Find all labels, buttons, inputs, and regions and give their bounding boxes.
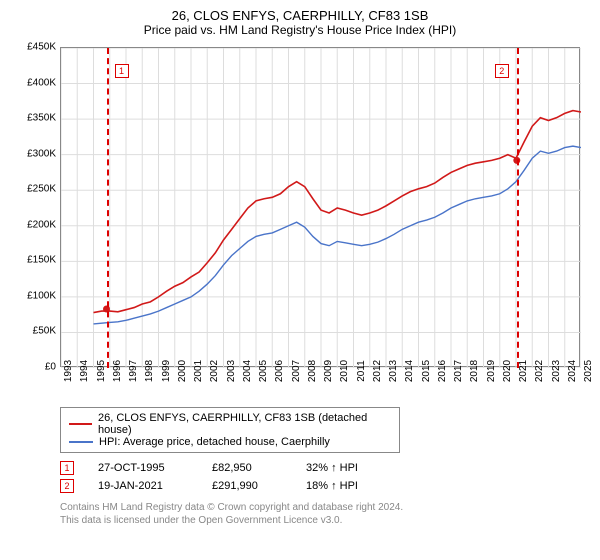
marker-dash: [107, 48, 109, 368]
x-axis-label: 2023: [551, 360, 562, 382]
legend-label: HPI: Average price, detached house, Caer…: [99, 436, 330, 448]
x-axis-label: 2021: [518, 360, 529, 382]
x-axis-label: 2007: [291, 360, 302, 382]
chart-area: £0 £50K £100K £150K £200K £250K £300K £350K £400…: [12, 43, 588, 403]
y-axis-label: £100K: [27, 290, 56, 301]
legend: 26, CLOS ENFYS, CAERPHILLY, CF83 1SB (de…: [60, 407, 400, 453]
chart-title: 26, CLOS ENFYS, CAERPHILLY, CF83 1SB: [12, 8, 588, 23]
x-axis-label: 2000: [177, 360, 188, 382]
y-axis-label: £350K: [27, 113, 56, 124]
x-axis-label: 1994: [79, 360, 90, 382]
plot-region: 12: [60, 47, 580, 367]
y-axis-label: £450K: [27, 42, 56, 53]
marker-price: £291,990: [212, 480, 282, 492]
x-axis-label: 2024: [567, 360, 578, 382]
x-axis-label: 2022: [534, 360, 545, 382]
y-axis-label: £50K: [33, 326, 56, 337]
x-axis-label: 2025: [583, 360, 594, 382]
x-axis-label: 2013: [388, 360, 399, 382]
x-axis-label: 2009: [323, 360, 334, 382]
marker-delta: 18% ↑ HPI: [306, 480, 358, 492]
x-axis-label: 2019: [486, 360, 497, 382]
marker-table: 1 27-OCT-1995 £82,950 32% ↑ HPI 2 19-JAN…: [60, 459, 588, 495]
x-axis-label: 2008: [307, 360, 318, 382]
x-axis-label: 2010: [339, 360, 350, 382]
marker-plot-badge: 2: [495, 64, 509, 78]
chart-subtitle: Price paid vs. HM Land Registry's House …: [12, 23, 588, 37]
x-axis-label: 2015: [421, 360, 432, 382]
x-axis-label: 2002: [209, 360, 220, 382]
marker-dash: [517, 48, 519, 368]
x-axis-label: 1999: [161, 360, 172, 382]
x-axis-label: 2012: [372, 360, 383, 382]
marker-badge-2: 2: [60, 479, 74, 493]
marker-date: 27-OCT-1995: [98, 462, 188, 474]
y-axis-label: £300K: [27, 148, 56, 159]
legend-swatch: [69, 441, 93, 443]
footer-attribution: Contains HM Land Registry data © Crown c…: [60, 501, 588, 527]
y-axis-label: £250K: [27, 184, 56, 195]
x-axis-label: 2014: [404, 360, 415, 382]
y-axis-label: £200K: [27, 219, 56, 230]
y-axis-label: £400K: [27, 77, 56, 88]
x-axis-label: 2017: [453, 360, 464, 382]
marker-delta: 32% ↑ HPI: [306, 462, 358, 474]
marker-date: 19-JAN-2021: [98, 480, 188, 492]
x-axis-label: 2011: [356, 360, 367, 382]
x-axis-label: 2001: [193, 360, 204, 382]
x-axis-label: 2018: [469, 360, 480, 382]
legend-label: 26, CLOS ENFYS, CAERPHILLY, CF83 1SB (de…: [98, 412, 391, 436]
x-axis-label: 2005: [258, 360, 269, 382]
plot-svg: [61, 48, 581, 368]
marker-badge-1: 1: [60, 461, 74, 475]
legend-row: HPI: Average price, detached house, Caer…: [69, 436, 391, 448]
legend-swatch: [69, 423, 92, 425]
x-axis-label: 1998: [144, 360, 155, 382]
marker-row: 1 27-OCT-1995 £82,950 32% ↑ HPI: [60, 459, 588, 477]
legend-row: 26, CLOS ENFYS, CAERPHILLY, CF83 1SB (de…: [69, 412, 391, 436]
y-axis-label: £150K: [27, 255, 56, 266]
x-axis-label: 2004: [242, 360, 253, 382]
x-axis-label: 1993: [63, 360, 74, 382]
x-axis-label: 2020: [502, 360, 513, 382]
x-axis-label: 2016: [437, 360, 448, 382]
y-axis-label: £0: [45, 362, 56, 373]
x-axis-label: 1997: [128, 360, 139, 382]
marker-row: 2 19-JAN-2021 £291,990 18% ↑ HPI: [60, 477, 588, 495]
x-axis-label: 2003: [226, 360, 237, 382]
marker-price: £82,950: [212, 462, 282, 474]
x-axis-label: 1996: [112, 360, 123, 382]
x-axis-label: 1995: [96, 360, 107, 382]
x-axis-label: 2006: [274, 360, 285, 382]
marker-plot-badge: 1: [115, 64, 129, 78]
